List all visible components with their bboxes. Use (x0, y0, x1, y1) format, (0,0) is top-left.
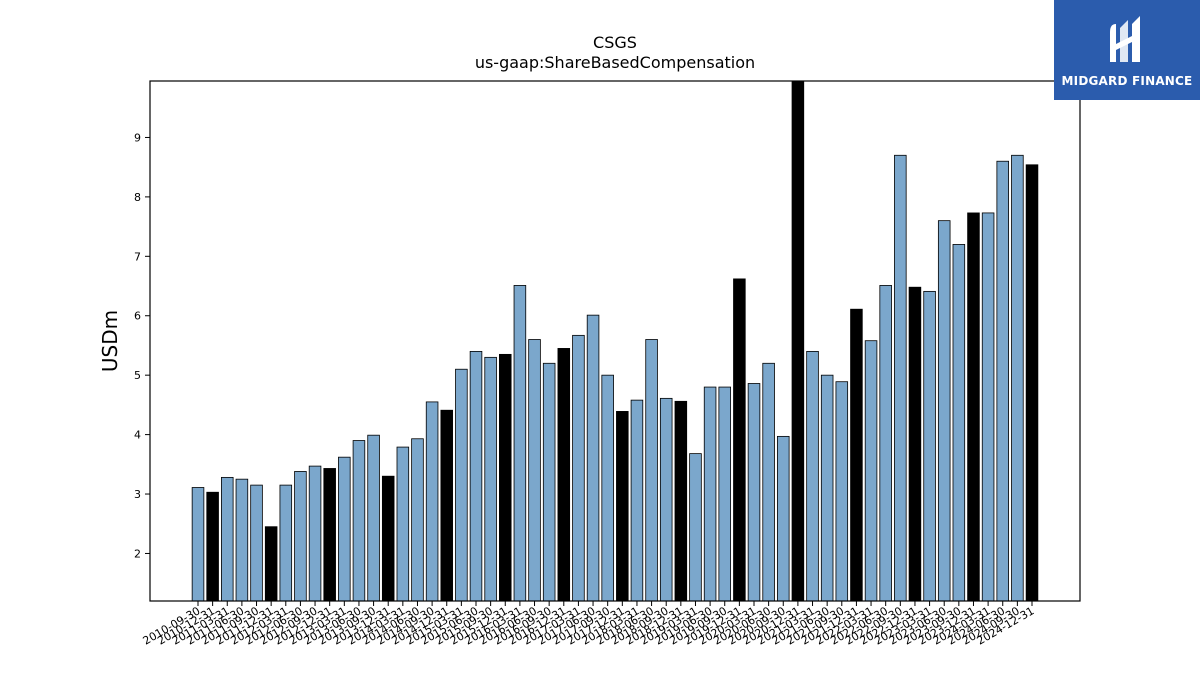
bar-2010-12-31 (206, 491, 219, 602)
bar-2021-12-31 (850, 308, 863, 602)
bar-2016-03-31 (513, 285, 527, 602)
bar-2017-12-31 (616, 411, 629, 602)
y-tick-label: 6 (134, 310, 141, 323)
bar-2021-09-30 (835, 381, 849, 602)
bar-2023-12-31 (967, 212, 980, 602)
y-tick-label: 7 (134, 250, 141, 263)
bar-2021-06-30 (820, 374, 834, 602)
bar-2023-03-31 (923, 290, 936, 602)
bar-2019-06-30 (703, 386, 717, 602)
bar-2022-06-30 (879, 285, 892, 602)
y-tick-label: 8 (134, 191, 141, 204)
bar-2018-03-31 (630, 399, 644, 602)
bar-2013-06-30 (352, 440, 366, 602)
bar-2011-09-30 (250, 484, 263, 602)
bar-2012-03-31 (279, 484, 293, 602)
plot-frame (149, 80, 1081, 602)
x-axis: 2010-09-302010-12-312011-03-312011-06-30… (141, 601, 1037, 648)
brand-logo: MIDGARD FINANCE (1054, 0, 1200, 100)
bar-2016-06-30 (528, 339, 541, 602)
bar-2019-12-31 (733, 278, 746, 602)
bar-2018-09-30 (659, 397, 673, 602)
bar-2013-09-30 (367, 434, 380, 602)
bar-2010-09-30 (191, 487, 205, 602)
y-tick-label: 3 (134, 488, 141, 501)
bar-2023-06-30 (937, 220, 951, 602)
bar-2011-03-31 (221, 476, 234, 602)
bar-2017-03-31 (572, 334, 585, 602)
bar-2013-03-31 (338, 456, 351, 602)
bar-2022-12-31 (908, 286, 922, 602)
midgard-logo-icon (1110, 16, 1140, 62)
bar-2023-09-30 (952, 244, 966, 602)
bar-2019-03-31 (689, 453, 702, 602)
bar-2011-06-30 (235, 478, 249, 602)
bar-2020-03-31 (747, 383, 761, 602)
y-tick-label: 9 (134, 131, 141, 144)
bar-2024-06-30 (996, 160, 1009, 602)
bar-2013-12-31 (381, 475, 395, 602)
bar-2020-12-31 (791, 80, 805, 602)
bar-2012-06-30 (294, 471, 307, 602)
bar-2024-09-30 (1011, 154, 1024, 602)
bar-2024-03-31 (981, 212, 995, 602)
y-axis: 2 3 4 5 6 7 8 9 (134, 131, 150, 560)
bar-2015-03-31 (455, 368, 468, 602)
bar-2021-03-31 (806, 350, 819, 602)
bar-2012-12-31 (323, 468, 336, 602)
bar-2022-03-31 (864, 340, 878, 602)
bar-2015-09-30 (484, 356, 497, 602)
bar-2015-06-30 (469, 350, 483, 602)
bar-2024-12-31 (1025, 164, 1039, 602)
bar-2016-09-30 (542, 362, 556, 602)
bar-2015-12-31 (499, 353, 512, 602)
bar-2011-12-31 (264, 526, 278, 602)
brand-name: MIDGARD FINANCE (1061, 74, 1193, 88)
bar-2022-09-30 (894, 154, 907, 602)
y-tick-label: 5 (134, 369, 141, 382)
bar-2020-09-30 (777, 435, 790, 602)
chart-subtitle: us-gaap:ShareBasedCompensation (475, 53, 755, 72)
y-axis-label: USDm (98, 310, 122, 372)
bar-2014-06-30 (411, 438, 424, 602)
y-tick-label: 4 (134, 429, 141, 442)
bar-2017-09-30 (601, 374, 614, 602)
y-tick-label: 2 (134, 547, 141, 560)
bar-2018-12-31 (674, 400, 688, 602)
bar-2019-09-30 (718, 386, 731, 602)
bar-2014-03-31 (396, 446, 410, 602)
bar-2017-06-30 (586, 314, 600, 602)
bars-group (191, 80, 1039, 602)
bar-2018-06-30 (645, 339, 658, 602)
bar-2020-06-30 (762, 362, 775, 602)
bar-2014-12-31 (440, 409, 453, 602)
bar-2012-09-30 (308, 465, 322, 602)
chart-title: CSGS (593, 33, 637, 52)
bar-2016-12-31 (557, 348, 571, 602)
bar-2014-09-30 (425, 401, 439, 602)
